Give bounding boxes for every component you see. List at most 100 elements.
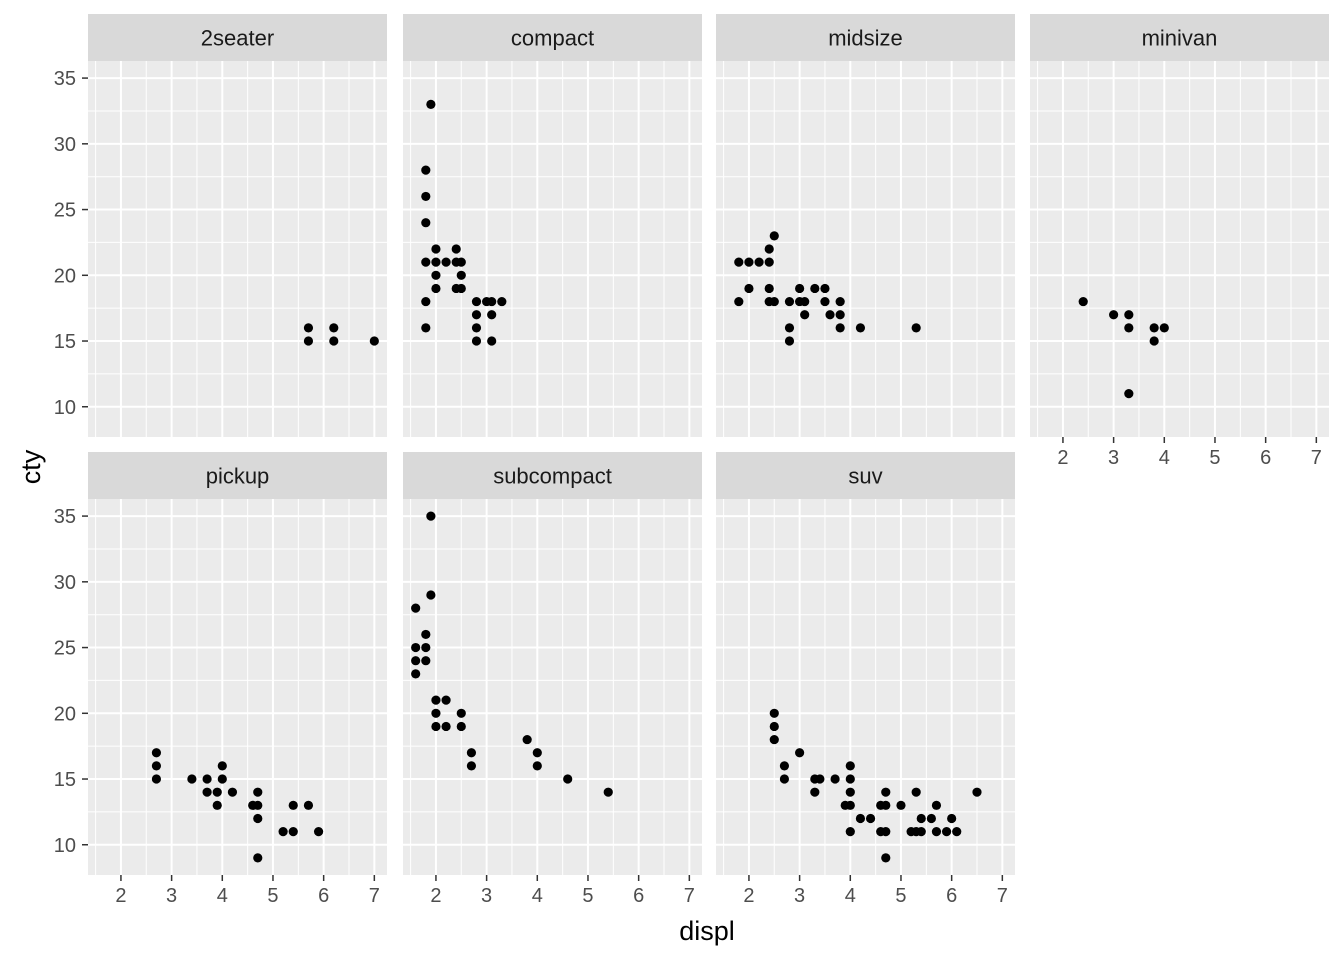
facet-strip [88, 452, 387, 499]
data-point [426, 511, 436, 521]
data-point [487, 310, 497, 320]
data-point [845, 827, 855, 837]
data-point [896, 800, 906, 810]
data-point [911, 787, 921, 797]
data-point [845, 761, 855, 771]
facet-panel-2seater: 2seater 10 15 20 25 30 35 [54, 14, 387, 437]
data-point [227, 787, 238, 797]
data-point [764, 257, 774, 267]
data-point [253, 787, 263, 797]
data-point [845, 774, 855, 784]
data-point [253, 800, 263, 810]
x-tick-label: 3 [166, 885, 177, 907]
data-point [253, 813, 263, 824]
x-tick-label: 5 [895, 885, 906, 907]
data-point [421, 257, 431, 267]
data-point [151, 761, 162, 771]
data-point [522, 734, 532, 745]
x-tick-label: 6 [946, 885, 957, 907]
data-point [497, 296, 507, 307]
data-point [202, 787, 212, 797]
data-point [421, 191, 431, 202]
x-tick-label: 6 [633, 885, 644, 907]
data-point [754, 257, 764, 267]
data-point [151, 748, 162, 758]
data-point [456, 283, 466, 294]
data-point [1149, 323, 1159, 333]
x-tick-label: 6 [318, 885, 329, 907]
data-point [411, 669, 421, 679]
data-point [911, 323, 921, 333]
data-point [947, 813, 957, 824]
data-point [734, 257, 744, 267]
data-point [456, 708, 466, 718]
data-point [734, 296, 744, 307]
facet-panel-midsize: midsize [716, 14, 1015, 437]
data-point [426, 99, 436, 109]
data-point [421, 629, 431, 640]
data-point [926, 813, 936, 824]
data-point [1124, 323, 1134, 333]
data-point [466, 748, 477, 758]
data-point [456, 721, 466, 732]
data-point [421, 642, 431, 653]
facet-strip-label: midsize [828, 26, 903, 51]
facet-strip-label: 2seater [201, 26, 274, 51]
data-point [212, 800, 222, 810]
x-tick-label: 5 [582, 885, 593, 907]
x-tick-label: 5 [1209, 447, 1220, 469]
facet-panel-pickup: pickup 10 15 20 25 30 35 2 3 4 5 6 7 [54, 452, 387, 907]
data-point [603, 787, 613, 797]
data-point [744, 257, 754, 267]
data-point [810, 283, 820, 294]
data-point [431, 270, 441, 280]
data-point [830, 774, 840, 784]
data-point [329, 323, 339, 333]
facet-strip [1030, 14, 1329, 61]
data-point [411, 656, 421, 666]
data-point [779, 761, 790, 771]
data-point [825, 310, 835, 320]
data-point [916, 813, 926, 824]
data-point [471, 310, 482, 320]
data-point [1159, 323, 1169, 333]
data-point [421, 656, 431, 666]
data-point [431, 695, 441, 705]
data-point [212, 787, 222, 797]
data-point [441, 695, 451, 705]
data-point [865, 813, 876, 824]
data-point [784, 336, 795, 346]
x-tick-label: 4 [845, 885, 856, 907]
data-point [471, 323, 482, 333]
data-point [487, 296, 497, 307]
panel-background [716, 499, 1015, 875]
data-point [441, 721, 451, 732]
x-tick-label: 7 [1311, 447, 1322, 469]
data-point [288, 827, 298, 837]
data-point [845, 787, 855, 797]
y-tick-label: 15 [54, 331, 76, 353]
facet-panel-compact: compact [403, 14, 702, 437]
x-tick-label: 7 [684, 885, 695, 907]
data-point [769, 708, 779, 718]
data-point [217, 761, 227, 771]
data-point [815, 774, 825, 784]
x-tick-label: 2 [1057, 447, 1068, 469]
data-point [487, 336, 497, 346]
x-tick-label: 6 [1260, 447, 1271, 469]
data-point [972, 787, 982, 797]
data-point [303, 800, 314, 810]
y-tick-label: 35 [54, 68, 76, 90]
x-tick-label: 7 [997, 885, 1008, 907]
data-point [764, 244, 774, 254]
x-tick-label: 2 [430, 885, 441, 907]
data-point [769, 231, 779, 241]
x-tick-label: 2 [743, 885, 754, 907]
data-point [471, 336, 482, 346]
data-point [744, 283, 754, 294]
x-tick-label: 4 [532, 885, 543, 907]
panel-background [403, 499, 702, 875]
facet-panel-subcompact: subcompact 2 3 4 5 6 7 [403, 452, 702, 907]
x-tick-label: 3 [794, 885, 805, 907]
